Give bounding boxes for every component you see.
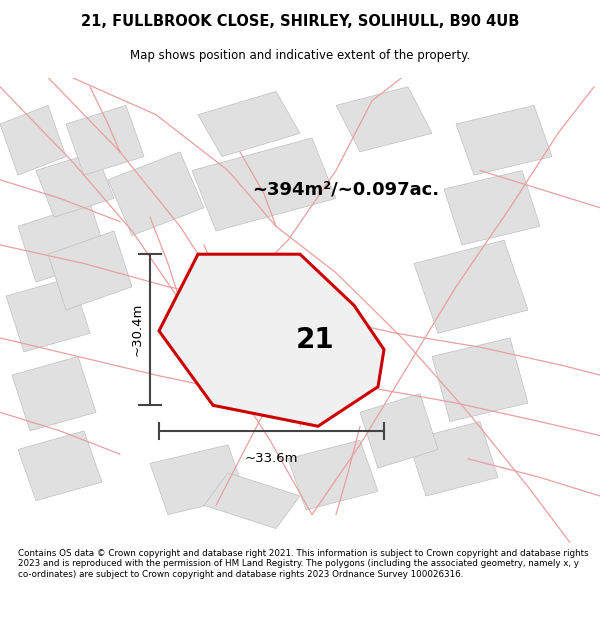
Text: ~394m²/~0.097ac.: ~394m²/~0.097ac. <box>252 180 439 198</box>
Polygon shape <box>36 152 114 217</box>
Polygon shape <box>288 440 378 510</box>
Polygon shape <box>456 106 552 175</box>
Polygon shape <box>159 254 384 426</box>
Polygon shape <box>48 231 132 310</box>
Polygon shape <box>444 171 540 245</box>
Text: 21, FULLBROOK CLOSE, SHIRLEY, SOLIHULL, B90 4UB: 21, FULLBROOK CLOSE, SHIRLEY, SOLIHULL, … <box>81 14 519 29</box>
Polygon shape <box>0 106 66 175</box>
Polygon shape <box>408 422 498 496</box>
Polygon shape <box>66 106 144 175</box>
Polygon shape <box>414 240 528 333</box>
Polygon shape <box>18 431 102 501</box>
Polygon shape <box>192 138 336 231</box>
Polygon shape <box>108 152 204 236</box>
Text: ~33.6m: ~33.6m <box>245 452 298 465</box>
Polygon shape <box>150 445 246 514</box>
Polygon shape <box>12 356 96 431</box>
Text: ~30.4m: ~30.4m <box>130 303 143 356</box>
Text: Contains OS data © Crown copyright and database right 2021. This information is : Contains OS data © Crown copyright and d… <box>18 549 589 579</box>
Polygon shape <box>204 472 300 529</box>
Polygon shape <box>360 394 438 468</box>
Text: Map shows position and indicative extent of the property.: Map shows position and indicative extent… <box>130 49 470 62</box>
Polygon shape <box>336 87 432 152</box>
Polygon shape <box>198 91 300 156</box>
Text: 21: 21 <box>296 326 334 354</box>
Polygon shape <box>432 338 528 422</box>
Polygon shape <box>6 278 90 352</box>
Polygon shape <box>18 203 108 282</box>
